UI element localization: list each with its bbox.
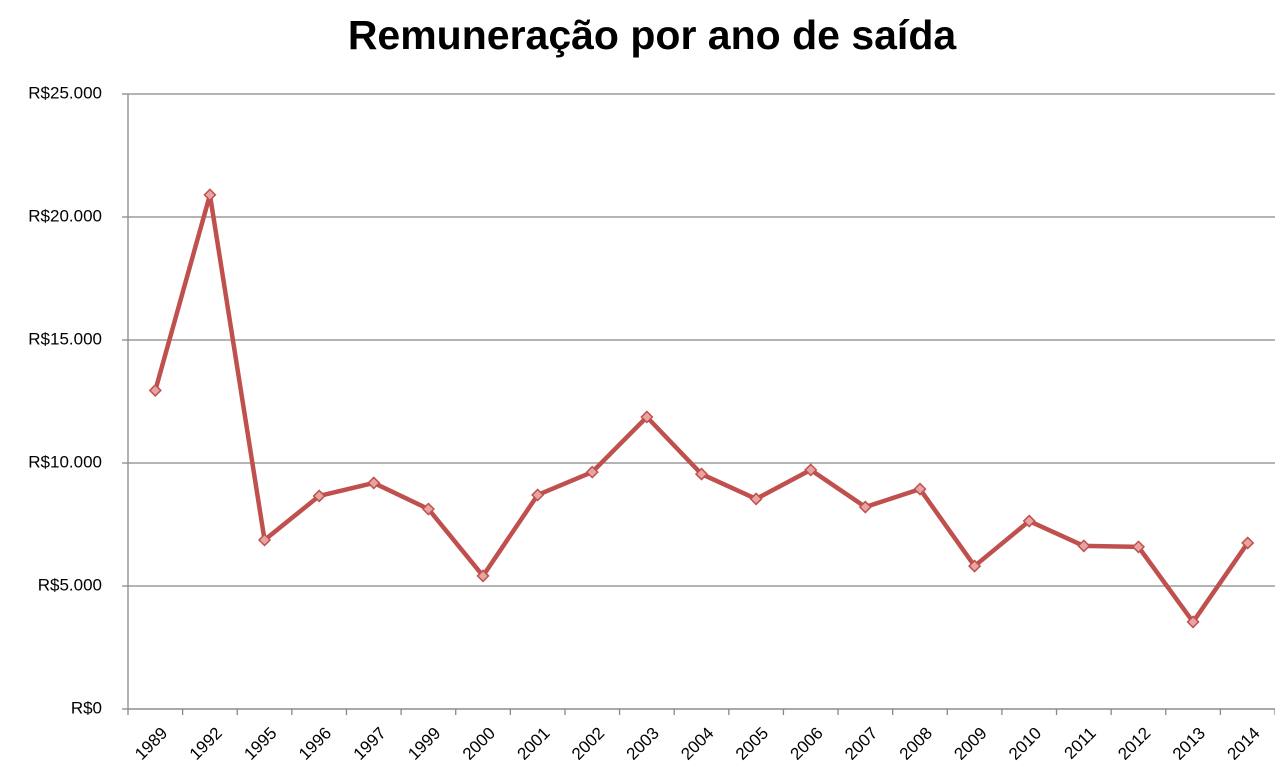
x-tick-label: 2006 [787, 724, 827, 764]
x-tick-label: 2010 [1005, 724, 1045, 764]
data-point [367, 476, 381, 490]
data-point [640, 410, 654, 424]
y-tick-label: R$20.000 [28, 206, 102, 225]
data-point [421, 502, 435, 516]
x-tick-label: 1999 [404, 724, 444, 764]
x-tick-label: 2011 [1061, 724, 1100, 763]
y-tick-label: R$0 [71, 698, 102, 717]
data-point [257, 533, 272, 547]
data-point [203, 188, 217, 202]
data-point [312, 489, 326, 503]
x-tick-label: 1997 [350, 724, 390, 764]
x-tick-label: 2005 [732, 724, 772, 764]
data-point [694, 467, 709, 481]
data-point [585, 465, 599, 479]
data-point [476, 569, 490, 583]
y-tick-label: R$5.000 [38, 575, 102, 594]
x-tick-label: 2000 [459, 724, 499, 764]
y-tick-label: R$15.000 [28, 329, 102, 348]
x-tick-label: 1989 [131, 724, 171, 764]
y-tick-label: R$10.000 [28, 452, 102, 471]
data-point [858, 500, 872, 514]
x-tick-label: 2012 [1114, 724, 1154, 764]
data-point [1241, 536, 1255, 550]
data-point [1077, 539, 1091, 553]
x-tick-label: 2004 [677, 724, 717, 764]
x-tick-label: 2001 [513, 724, 553, 764]
x-tick-label: 2002 [568, 724, 608, 764]
x-tick-label: 2013 [1169, 724, 1209, 764]
y-tick-label: R$25.000 [28, 83, 102, 102]
x-tick-label: 2003 [623, 724, 663, 764]
x-tick-label: 1995 [240, 724, 280, 764]
data-point [1186, 615, 1200, 629]
data-point [531, 488, 545, 502]
data-point [804, 463, 818, 477]
chart-title: Remuneração por ano de saída [348, 12, 958, 58]
data-point [968, 559, 982, 573]
x-tick-label: 1996 [295, 724, 335, 764]
x-tick-label: 2009 [950, 724, 990, 764]
x-tick-label: 2008 [896, 724, 936, 764]
x-tick-label: 2014 [1224, 724, 1264, 764]
data-point [913, 482, 927, 496]
x-tick-label: 2007 [841, 724, 881, 764]
data-point [1022, 514, 1036, 528]
x-tick-label: 1992 [186, 724, 226, 764]
data-point [749, 492, 763, 506]
data-point [148, 383, 162, 397]
data-point [1131, 540, 1146, 554]
series-line [153, 192, 1250, 625]
